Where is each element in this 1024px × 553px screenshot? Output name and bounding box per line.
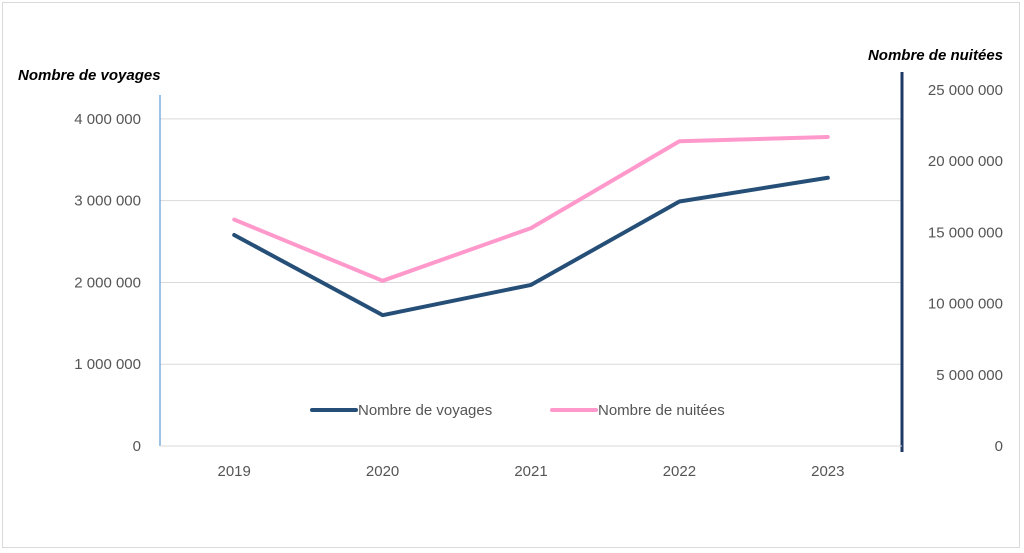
x-tick-labels: 2019 2020 2021 2022 2023 [218, 463, 845, 480]
right-axis-title: Nombre de nuitées [868, 47, 1003, 64]
x-tick-label: 2022 [663, 463, 696, 480]
right-y-tick-label: 15 000 000 [928, 224, 1003, 241]
legend: Nombre de voyages Nombre de nuitées [310, 402, 725, 419]
left-y-tick-label: 2 000 000 [74, 274, 141, 291]
right-y-tick-label: 10 000 000 [928, 296, 1003, 313]
right-y-tick-label: 5 000 000 [936, 367, 1003, 384]
left-axis-title: Nombre de voyages [18, 67, 161, 84]
series-lines [232, 134, 830, 318]
x-tick-label: 2019 [218, 463, 251, 480]
left-y-tick-labels: 0 1 000 000 2 000 000 3 000 000 4 000 000 [74, 111, 141, 455]
left-y-tick-label: 1 000 000 [74, 356, 141, 373]
left-y-tick-label: 0 [133, 438, 141, 455]
x-tick-label: 2021 [514, 463, 547, 480]
right-y-tick-label: 25 000 000 [928, 82, 1003, 99]
legend-label: Nombre de voyages [358, 402, 492, 419]
right-y-tick-label: 0 [995, 438, 1003, 455]
series-line [232, 175, 830, 318]
left-y-tick-label: 4 000 000 [74, 111, 141, 128]
right-y-tick-label: 20 000 000 [928, 153, 1003, 170]
x-tick-label: 2023 [811, 463, 844, 480]
right-y-tick-labels: 0 5 000 000 10 000 000 15 000 000 20 000 000… [928, 82, 1003, 455]
x-tick-label: 2020 [366, 463, 399, 480]
gridlines [160, 118, 902, 365]
legend-label: Nombre de nuitées [598, 402, 725, 419]
left-y-tick-label: 3 000 000 [74, 193, 141, 210]
series-line [232, 134, 830, 283]
